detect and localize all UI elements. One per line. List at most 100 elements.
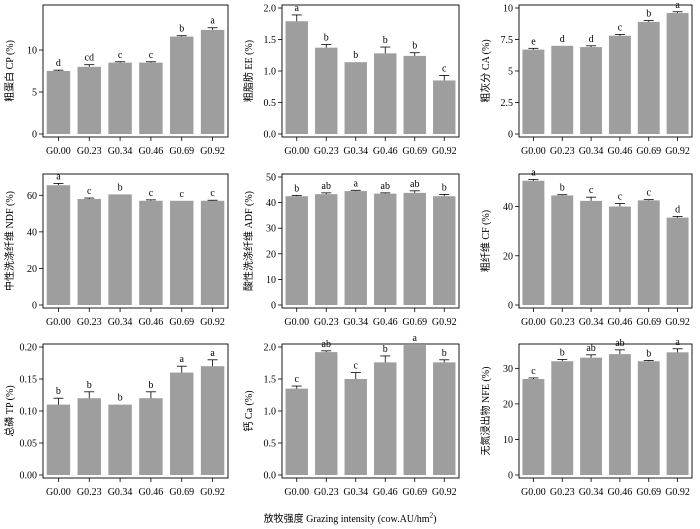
x-tick-label: G0.92 xyxy=(200,487,225,498)
significance-letter: c xyxy=(149,188,154,199)
significance-letter: a xyxy=(210,16,215,27)
x-tick-label: G0.34 xyxy=(579,146,604,157)
y-tick-label: 2.0 xyxy=(264,343,277,354)
plot-frame xyxy=(281,343,460,479)
y-axis-label: 中性洗涤纤维 NDF (%) xyxy=(3,191,16,291)
significance-letter: a xyxy=(675,337,680,348)
x-tick-label: G0.00 xyxy=(521,487,546,498)
x-tick-label: G0.69 xyxy=(636,146,661,157)
bar xyxy=(344,62,367,134)
bar xyxy=(285,196,308,305)
y-tick-label: 0.00 xyxy=(20,471,38,482)
bar xyxy=(580,47,603,135)
significance-letter: b xyxy=(442,348,447,359)
y-tick-label: 60 xyxy=(27,191,37,202)
x-tick-label: G0.69 xyxy=(169,146,194,157)
y-axis-label: 无氮浸出物 NFE (%) xyxy=(479,367,492,456)
significance-letter: b xyxy=(324,33,329,44)
x-tick-label: G0.46 xyxy=(608,146,633,157)
significance-letter: ab xyxy=(322,181,331,192)
bar xyxy=(46,404,71,475)
figure-x-axis-label: 放牧强度 Grazing intensity (cow.AU/hm2) xyxy=(0,510,700,525)
y-axis-label: 总磷 TP (%) xyxy=(3,385,16,436)
bar xyxy=(139,398,163,475)
y-axis-label: 粗纤维 CF (%) xyxy=(479,210,492,272)
significance-letter: c xyxy=(295,374,300,385)
x-tick-label: G0.23 xyxy=(314,487,339,498)
significance-letter: b xyxy=(353,50,358,61)
significance-letter: a xyxy=(354,178,359,189)
x-tick-label: G0.23 xyxy=(77,487,102,498)
chart-panel-5: 0 10 20 30 40 50 酸性洗涤纤维 ADF (%) b G0.00 ab G0.23 a G… xyxy=(242,173,460,328)
significance-letter: e xyxy=(531,36,536,47)
bar xyxy=(608,206,631,305)
plot-frame xyxy=(42,173,229,309)
bar xyxy=(637,200,660,305)
y-tick-label: 0.05 xyxy=(20,439,38,450)
x-tick-label: G0.92 xyxy=(665,146,690,157)
significance-letter: b xyxy=(87,380,92,391)
significance-letter: c xyxy=(180,189,185,200)
bar xyxy=(108,194,132,305)
significance-letter: b xyxy=(148,380,153,391)
bar xyxy=(551,361,574,475)
bar xyxy=(551,45,574,134)
x-tick-label: G0.46 xyxy=(608,487,633,498)
x-tick-label: G0.46 xyxy=(373,487,398,498)
bar xyxy=(200,200,225,305)
x-tick-label: G0.46 xyxy=(139,146,164,157)
y-tick-label: 20 xyxy=(503,399,513,410)
x-tick-label: G0.34 xyxy=(108,317,133,328)
bar xyxy=(170,36,194,135)
chart-panel-6: 0 20 40 粗纤维 CF (%) a G0.00 b G0.23 c G0.34 c G0.46 c… xyxy=(479,167,693,328)
bar xyxy=(170,372,194,475)
plot-frame xyxy=(281,4,460,138)
bar xyxy=(77,66,101,134)
y-tick-label: 10 xyxy=(27,46,37,57)
y-tick-label: 0.5 xyxy=(264,98,277,109)
bar xyxy=(522,379,545,475)
bar xyxy=(637,21,660,134)
x-tick-label: G0.00 xyxy=(284,317,309,328)
bar xyxy=(77,198,101,305)
x-axis-label-superscript: 2 xyxy=(429,511,434,520)
y-axis-label: 钙 Ca (%) xyxy=(242,390,255,431)
x-tick-label: G0.23 xyxy=(77,146,102,157)
significance-letter: b xyxy=(179,24,184,35)
bar xyxy=(522,180,545,305)
significance-letter: d xyxy=(56,58,61,69)
y-tick-label: 1.5 xyxy=(264,375,277,386)
x-tick-label: G0.34 xyxy=(108,487,133,498)
bar xyxy=(637,361,660,475)
y-axis-label: 粗脂肪 EE (%) xyxy=(242,40,255,102)
x-tick-label: G0.69 xyxy=(402,146,427,157)
significance-letter: c xyxy=(531,366,536,377)
bar xyxy=(403,55,426,134)
y-tick-label: 20 xyxy=(503,251,513,262)
significance-letter: ab xyxy=(410,179,419,190)
bar xyxy=(580,200,603,305)
y-tick-label: 30 xyxy=(503,364,513,375)
x-tick-label: G0.92 xyxy=(432,146,457,157)
y-tick-label: 10 xyxy=(503,435,513,446)
significance-letter: b xyxy=(56,386,61,397)
x-tick-label: G0.69 xyxy=(169,487,194,498)
bar xyxy=(315,47,338,134)
significance-letter: c xyxy=(354,361,359,372)
significance-letter: b xyxy=(646,349,651,360)
chart-panel-4: 0 20 40 60 中性洗涤纤维 NDF (%) a G0.00 c G0.23 b G0.34 c… xyxy=(3,171,229,328)
bar xyxy=(46,71,71,134)
significance-letter: ab xyxy=(381,181,390,192)
x-tick-label: G0.92 xyxy=(665,317,690,328)
bar xyxy=(315,194,338,305)
bar xyxy=(551,195,574,305)
bar xyxy=(433,362,456,475)
x-tick-label: G0.92 xyxy=(200,146,225,157)
significance-letter: a xyxy=(210,348,215,359)
x-tick-label: G0.46 xyxy=(373,146,398,157)
significance-letter: b xyxy=(412,41,417,52)
bar xyxy=(608,354,631,475)
bar xyxy=(170,200,194,305)
